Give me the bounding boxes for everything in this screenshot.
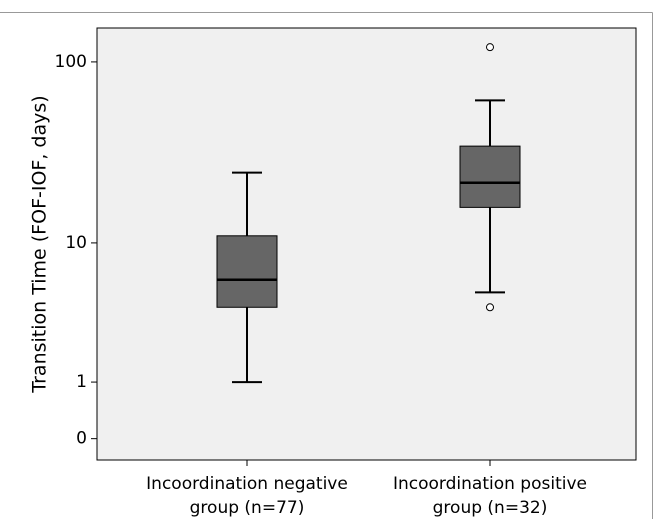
x-tick-label: Incoordination positive — [393, 474, 587, 494]
outlier — [486, 43, 494, 52]
box — [459, 145, 521, 208]
x-tick-label: group (n=32) — [433, 498, 548, 518]
outlier — [486, 303, 494, 312]
x-tick-label: group (n=77) — [190, 498, 305, 518]
x-tick-label: Incoordination negative — [146, 474, 348, 494]
box — [216, 235, 278, 308]
y-tick-label: 100 — [55, 52, 87, 72]
y-tick-label: 0 — [76, 429, 87, 449]
y-tick-label: 1 — [76, 372, 87, 392]
y-axis-label: Transition Time (FOF-IOF, days) — [29, 95, 51, 393]
y-tick-label: 10 — [65, 233, 87, 253]
plot-area — [96, 27, 637, 461]
